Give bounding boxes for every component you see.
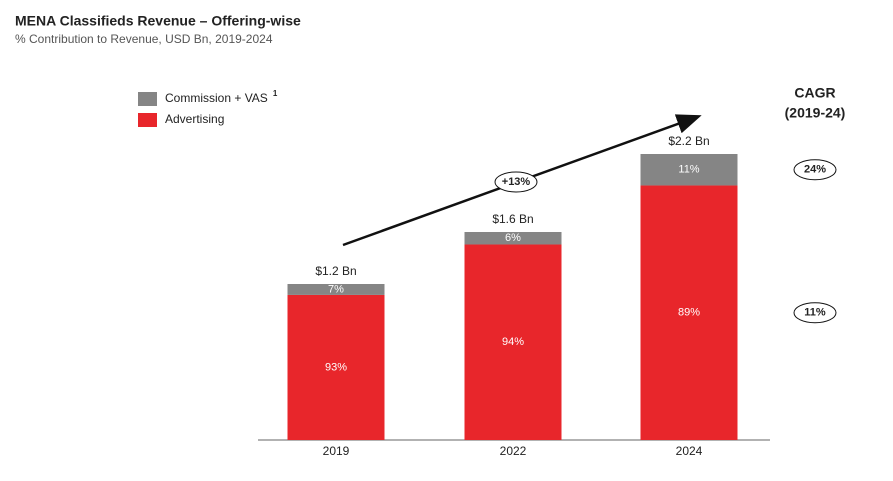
bar-segment	[287, 284, 385, 295]
legend-swatch	[138, 92, 157, 106]
total-label: $1.6 Bn	[492, 212, 533, 226]
segment-label: 94%	[502, 336, 524, 348]
total-label: $1.2 Bn	[315, 264, 356, 278]
growth-badge	[494, 171, 538, 193]
legend-swatch	[138, 113, 157, 127]
bar-segment	[640, 154, 738, 186]
x-tick-label: 2022	[500, 444, 527, 458]
growth-label: +13%	[502, 176, 531, 188]
cagr-badge	[793, 302, 837, 324]
bar-segment	[464, 244, 562, 440]
total-label: $2.2 Bn	[668, 134, 709, 148]
x-tick-label: 2024	[676, 444, 703, 458]
chart-title: MENA Classifieds Revenue – Offering-wise	[15, 13, 301, 29]
cagr-title: CAGR	[794, 85, 835, 101]
segment-label: 89%	[678, 307, 700, 319]
bar-segment	[640, 185, 738, 440]
bar-segment	[464, 232, 562, 245]
cagr-label: 11%	[804, 307, 826, 319]
segment-label: 7%	[328, 283, 344, 295]
cagr-title: (2019-24)	[785, 105, 846, 121]
legend-label: Commission + VAS	[165, 91, 268, 105]
legend-footnote: 1	[273, 89, 278, 98]
segment-label: 93%	[325, 361, 347, 373]
legend-label: Advertising	[165, 112, 224, 126]
chart-subtitle: % Contribution to Revenue, USD Bn, 2019-…	[15, 32, 273, 46]
x-tick-label: 2019	[323, 444, 350, 458]
cagr-badge	[793, 159, 837, 181]
segment-label: 6%	[505, 232, 521, 244]
cagr-label: 24%	[804, 164, 826, 176]
bar-segment	[287, 294, 385, 440]
segment-label: 11%	[678, 164, 699, 176]
